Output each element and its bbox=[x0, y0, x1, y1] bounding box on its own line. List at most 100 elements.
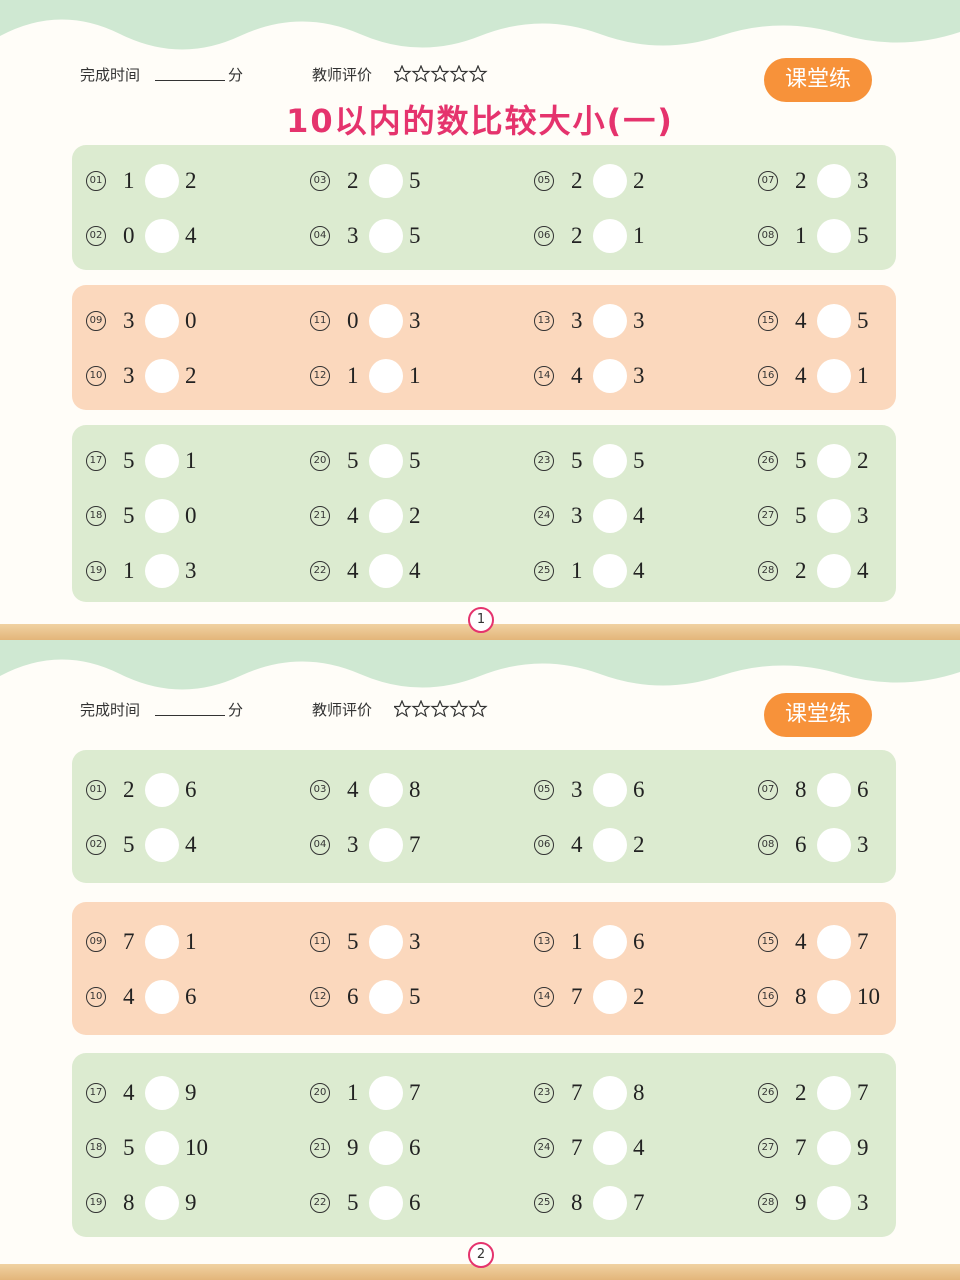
left-number: 1 bbox=[571, 558, 583, 583]
right-number: 5 bbox=[409, 984, 421, 1009]
top-band bbox=[0, 0, 960, 50]
right-number: 7 bbox=[409, 1080, 421, 1105]
right-number: 4 bbox=[857, 558, 869, 583]
answer-circle bbox=[369, 828, 403, 862]
answer-circle bbox=[369, 554, 403, 588]
left-number: 6 bbox=[347, 984, 359, 1009]
left-number: 7 bbox=[123, 929, 135, 954]
answer-circle bbox=[593, 980, 627, 1014]
problem-number: 20 bbox=[310, 1083, 330, 1103]
right-number: 3 bbox=[857, 832, 869, 857]
answer-circle bbox=[145, 773, 179, 807]
problem-number: 11 bbox=[310, 311, 330, 331]
problem-number: 15 bbox=[758, 311, 778, 331]
problem-number: 09 bbox=[86, 311, 106, 331]
left-number: 7 bbox=[571, 984, 583, 1009]
rating-stars bbox=[392, 699, 494, 722]
left-number: 5 bbox=[571, 448, 583, 473]
answer-circle bbox=[817, 828, 851, 862]
answer-circle bbox=[369, 219, 403, 253]
problem-number: 21 bbox=[310, 1138, 330, 1158]
page-number: 1 bbox=[468, 607, 494, 633]
left-number: 9 bbox=[347, 1135, 359, 1160]
problem-number: 28 bbox=[758, 561, 778, 581]
problem-number: 28 bbox=[758, 1193, 778, 1213]
problem-number: 24 bbox=[534, 1138, 554, 1158]
right-number: 6 bbox=[857, 777, 869, 802]
left-number: 1 bbox=[123, 168, 135, 193]
problem-number: 14 bbox=[534, 366, 554, 386]
section: 01 2 6 02 5 4 03 4 8 04 3 7 05 3 6 06 4 2 07 8 6 08 6 3 bbox=[72, 750, 896, 883]
answer-circle bbox=[369, 1076, 403, 1110]
left-number: 5 bbox=[347, 929, 359, 954]
left-number: 5 bbox=[347, 448, 359, 473]
left-number: 5 bbox=[123, 1135, 135, 1160]
left-number: 8 bbox=[795, 984, 807, 1009]
left-number: 5 bbox=[123, 448, 135, 473]
answer-circle bbox=[145, 828, 179, 862]
page: 完成时间分教师评价 课堂练 10以内的数比较大小(一) 01 1 2 02 0 4 03 2 5 04 3… bbox=[0, 0, 960, 640]
problem-number: 02 bbox=[86, 835, 106, 855]
problem-number: 14 bbox=[534, 987, 554, 1007]
right-number: 1 bbox=[633, 223, 645, 248]
answer-circle bbox=[369, 925, 403, 959]
right-number: 4 bbox=[633, 558, 645, 583]
problem-number: 01 bbox=[86, 171, 106, 191]
answer-circle bbox=[593, 219, 627, 253]
right-number: 2 bbox=[857, 448, 869, 473]
left-number: 3 bbox=[571, 308, 583, 333]
time-label: 完成时间 bbox=[80, 701, 141, 719]
problem-number: 10 bbox=[86, 987, 106, 1007]
rating-stars bbox=[392, 64, 494, 87]
left-number: 8 bbox=[123, 1190, 135, 1215]
right-number: 9 bbox=[185, 1190, 197, 1215]
problem-number: 25 bbox=[534, 1193, 554, 1213]
answer-circle bbox=[817, 773, 851, 807]
problem-number: 25 bbox=[534, 561, 554, 581]
answer-circle bbox=[369, 359, 403, 393]
left-number: 4 bbox=[571, 363, 583, 388]
problem-number: 27 bbox=[758, 506, 778, 526]
problem-number: 18 bbox=[86, 1138, 106, 1158]
answer-circle bbox=[593, 499, 627, 533]
right-number: 10 bbox=[185, 1135, 208, 1160]
answer-circle bbox=[817, 219, 851, 253]
right-number: 4 bbox=[185, 832, 197, 857]
left-number: 2 bbox=[571, 223, 583, 248]
time-blank bbox=[155, 66, 225, 81]
answer-circle bbox=[369, 164, 403, 198]
left-number: 1 bbox=[571, 929, 583, 954]
left-number: 5 bbox=[795, 503, 807, 528]
answer-circle bbox=[593, 1076, 627, 1110]
answer-circle bbox=[145, 554, 179, 588]
right-number: 5 bbox=[409, 168, 421, 193]
answer-circle bbox=[593, 925, 627, 959]
left-number: 2 bbox=[123, 777, 135, 802]
right-number: 3 bbox=[857, 503, 869, 528]
right-number: 5 bbox=[857, 223, 869, 248]
problem-number: 21 bbox=[310, 506, 330, 526]
left-number: 3 bbox=[123, 363, 135, 388]
problem-number: 05 bbox=[534, 171, 554, 191]
problem-number: 07 bbox=[758, 171, 778, 191]
answer-circle bbox=[593, 1131, 627, 1165]
left-number: 9 bbox=[795, 1190, 807, 1215]
answer-circle bbox=[145, 359, 179, 393]
left-number: 8 bbox=[795, 777, 807, 802]
left-number: 2 bbox=[795, 558, 807, 583]
answer-circle bbox=[817, 1131, 851, 1165]
problem-number: 13 bbox=[534, 932, 554, 952]
answer-circle bbox=[145, 1186, 179, 1220]
answer-circle bbox=[369, 773, 403, 807]
problem-number: 16 bbox=[758, 987, 778, 1007]
left-number: 2 bbox=[347, 168, 359, 193]
right-number: 5 bbox=[409, 223, 421, 248]
answer-circle bbox=[817, 499, 851, 533]
left-number: 7 bbox=[571, 1080, 583, 1105]
answer-circle bbox=[817, 359, 851, 393]
right-number: 2 bbox=[633, 168, 645, 193]
answer-circle bbox=[817, 980, 851, 1014]
right-number: 0 bbox=[185, 503, 197, 528]
left-number: 4 bbox=[347, 558, 359, 583]
